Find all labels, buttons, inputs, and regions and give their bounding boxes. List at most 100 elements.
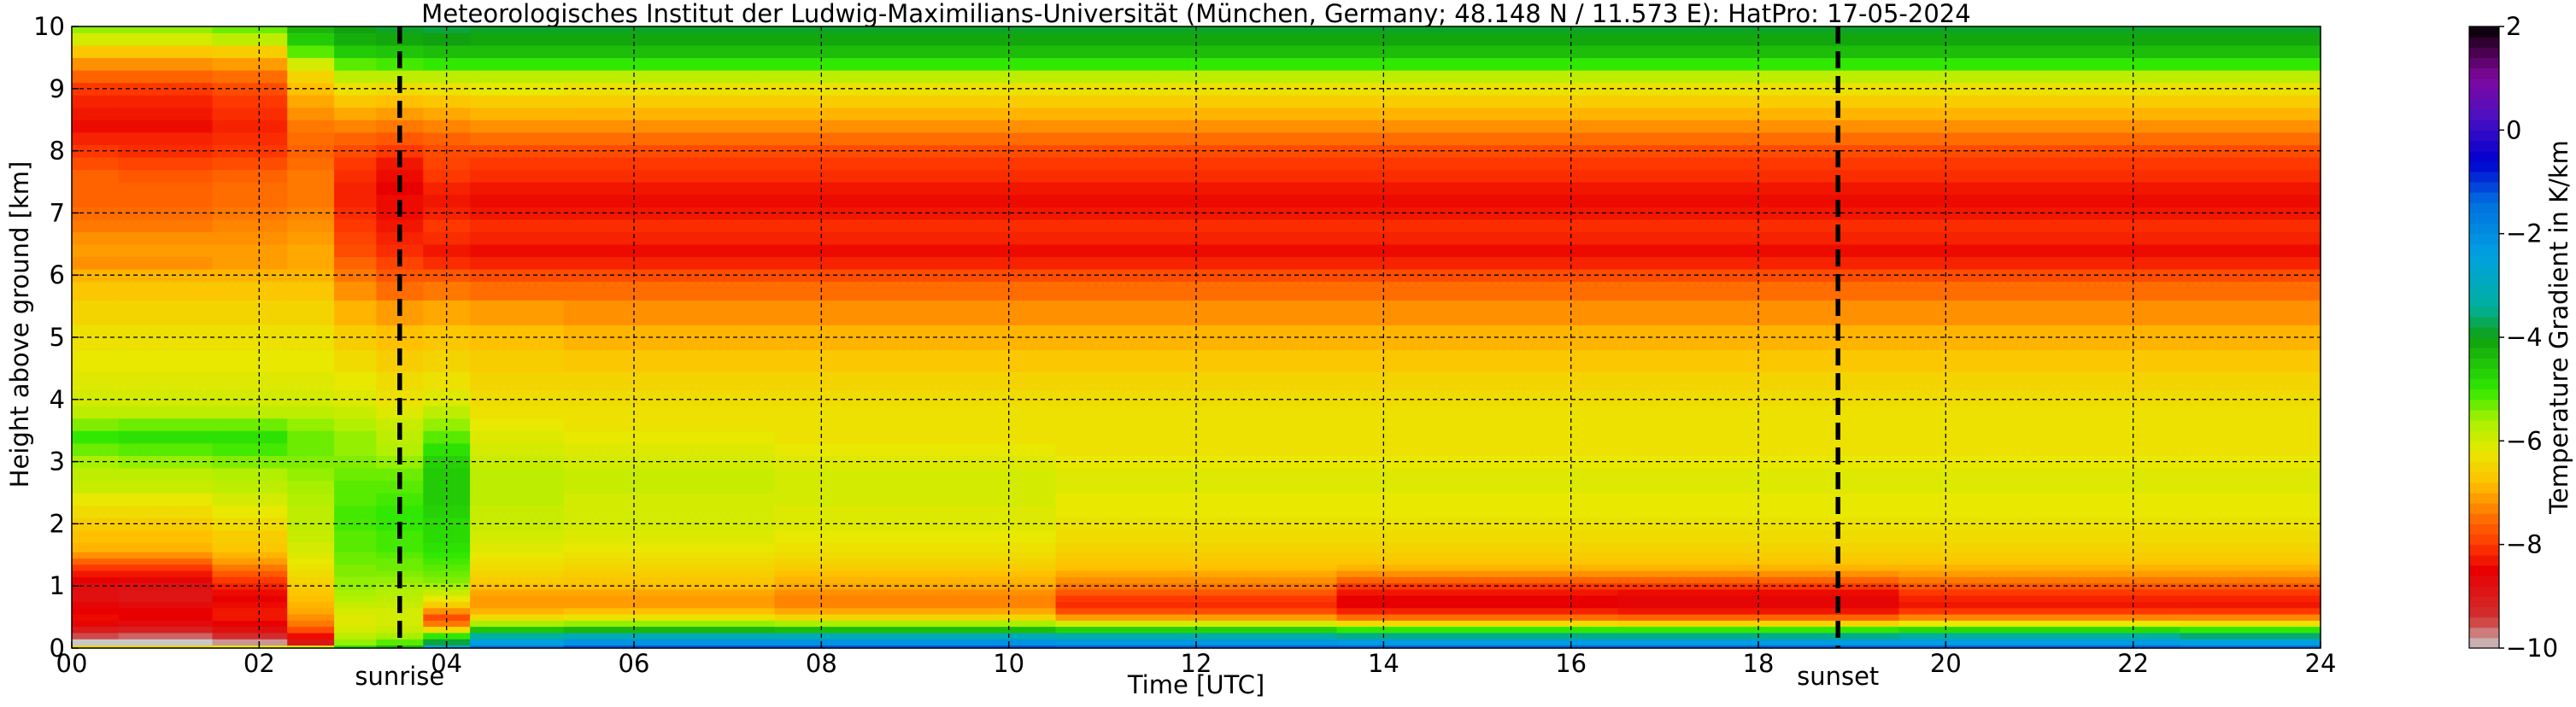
heatmap-cell: [118, 639, 214, 646]
heatmap-cell: [1617, 558, 1900, 565]
heatmap-cell: [212, 281, 288, 301]
heatmap-cell: [470, 529, 565, 543]
heatmap-cell: [563, 558, 776, 565]
heatmap-cell: [1898, 576, 2181, 584]
x-tick-label: 20: [1930, 649, 1962, 678]
heatmap-cell: [287, 467, 335, 482]
heatmap-cell: [118, 107, 214, 120]
x-tick-label: 02: [244, 649, 275, 678]
x-tick-label: 12: [1181, 649, 1212, 678]
heatmap-cell: [563, 406, 776, 419]
heatmap-cell: [72, 219, 120, 232]
heatmap-cell: [1055, 620, 1338, 628]
heatmap-cell: [212, 32, 288, 46]
colorbar-segment: [2469, 326, 2499, 338]
heatmap-cell: [287, 389, 335, 406]
heatmap-cell: [118, 406, 214, 419]
heatmap-cell: [2180, 558, 2321, 565]
heatmap-cell: [1336, 169, 1619, 183]
heatmap-cell: [470, 231, 565, 245]
heatmap-cell: [2180, 349, 2321, 372]
heatmap-cell: [563, 256, 776, 270]
heatmap-cell: [287, 552, 335, 559]
heatmap-cell: [334, 601, 377, 609]
heatmap-cell: [334, 542, 377, 552]
heatmap-cell: [212, 601, 288, 609]
heatmap-cell: [1336, 570, 1619, 577]
heatmap-cell: [1336, 324, 1619, 351]
heatmap-cell: [1055, 614, 1338, 621]
heatmap-cell: [563, 95, 776, 108]
heatmap-cell: [563, 57, 776, 71]
colorbar-tick-label: −6: [2506, 426, 2543, 455]
heatmap-cell: [563, 300, 776, 325]
heatmap-cell: [774, 570, 1057, 577]
heatmap-cell: [287, 418, 335, 431]
heatmap-cell: [774, 632, 1057, 640]
colorbar-tick-label: 2: [2506, 12, 2521, 41]
x-tick-label: 24: [2305, 649, 2337, 678]
colorbar-segment: [2469, 182, 2499, 193]
heatmap-cell: [423, 418, 471, 431]
colorbar-segment: [2469, 389, 2499, 400]
heatmap-cell: [2180, 480, 2321, 494]
y-tick-label: 4: [50, 385, 65, 414]
heatmap-cell: [1617, 418, 1900, 431]
heatmap-cell: [1898, 529, 2181, 543]
heatmap-cell: [287, 169, 335, 183]
heatmap-cell: [470, 131, 565, 145]
heatmap-cell: [376, 639, 424, 646]
y-tick-label: 8: [50, 137, 65, 166]
heatmap-cell: [1055, 480, 1338, 494]
heatmap-cell: [1898, 144, 2181, 158]
heatmap-cell: [774, 70, 1057, 84]
heatmap-cell: [1898, 418, 2181, 431]
heatmap-cell: [1336, 156, 1619, 171]
heatmap-cell: [334, 219, 377, 232]
heatmap-cell: [1617, 620, 1900, 628]
x-tick-label: 04: [431, 649, 462, 678]
heatmap-cell: [774, 32, 1057, 46]
heatmap-cell: [72, 32, 120, 46]
heatmap-cell: [118, 243, 214, 257]
heatmap-cell: [774, 26, 1057, 33]
heatmap-cell: [470, 645, 565, 649]
heatmap-cell: [72, 564, 120, 571]
heatmap-cell: [2180, 300, 2321, 325]
heatmap-cell: [423, 95, 471, 108]
heatmap-cell: [72, 169, 120, 183]
heatmap-cell: [212, 194, 288, 207]
heatmap-cell: [334, 389, 377, 406]
heatmap-cell: [1898, 231, 2181, 245]
heatmap-cell: [774, 614, 1057, 621]
heatmap-cell: [118, 480, 214, 494]
heatmap-cell: [1055, 552, 1338, 559]
heatmap-cell: [774, 558, 1057, 565]
heatmap-cell: [1055, 194, 1338, 207]
heatmap-cell: [212, 467, 288, 482]
heatmap-cell: [470, 156, 565, 171]
heatmap-cell: [72, 595, 120, 602]
colorbar-segment: [2469, 368, 2499, 380]
heatmap-cell: [287, 558, 335, 565]
heatmap-cell: [2180, 418, 2321, 431]
heatmap-cell: [1898, 480, 2181, 494]
heatmap-cell: [334, 620, 377, 628]
heatmap-cell: [2180, 32, 2321, 46]
y-axis-ticks: 0 1 2 3 4 5 6 7 8 9 10: [33, 12, 79, 663]
heatmap-cell: [563, 70, 776, 84]
colorbar-segment: [2469, 461, 2499, 473]
heatmap-cell: [563, 505, 776, 518]
heatmap-cell: [1055, 256, 1338, 270]
heatmap-cell: [1898, 207, 2181, 220]
heatmap-cell: [118, 430, 214, 444]
heatmap-cell: [563, 107, 776, 120]
colorbar-segment: [2469, 57, 2499, 69]
heatmap-cell: [470, 455, 565, 469]
heatmap-cell: [334, 268, 377, 283]
heatmap-cell: [563, 588, 776, 596]
heatmap-cell: [470, 576, 565, 584]
heatmap-cell: [470, 107, 565, 120]
heatmap-cell: [376, 564, 424, 571]
marker-label-sunrise: sunrise: [355, 662, 444, 691]
